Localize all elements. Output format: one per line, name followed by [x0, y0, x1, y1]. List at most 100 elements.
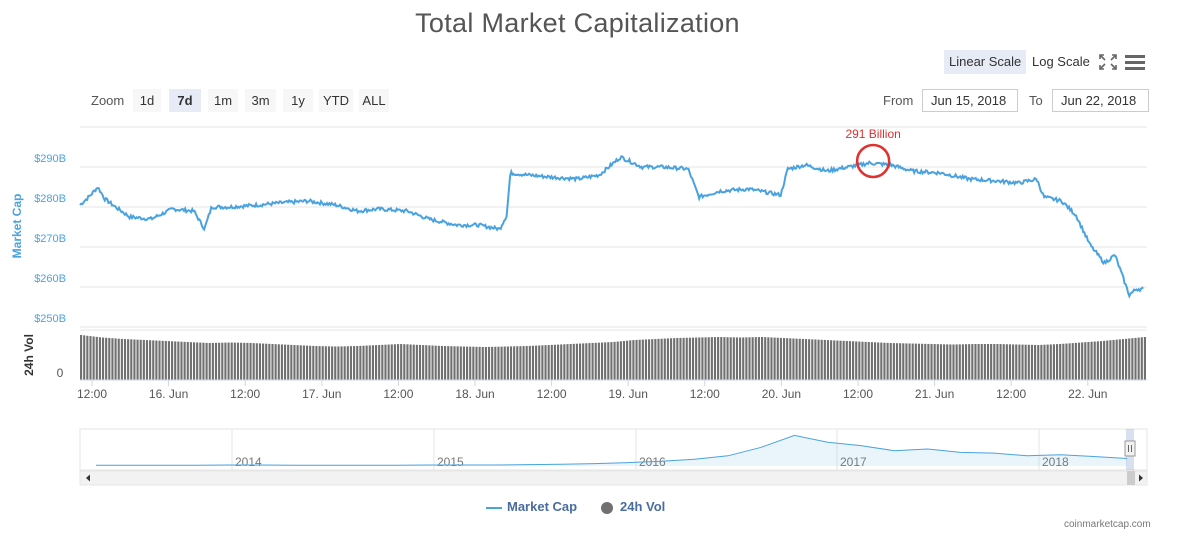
volume-bar [1121, 339, 1125, 380]
volume-bar [939, 344, 943, 380]
volume-bar [174, 341, 177, 380]
x-tick-label: 22. Jun [1068, 387, 1107, 401]
zoom-ytd-button[interactable]: YTD [319, 89, 353, 112]
credits-link[interactable]: coinmarketcap.com [1064, 519, 1151, 530]
fullscreen-icon[interactable] [1099, 54, 1117, 70]
volume-bar [497, 346, 500, 380]
volume-bar [1065, 343, 1068, 380]
volume-bar [86, 335, 89, 380]
volume-bar [902, 343, 905, 380]
volume-bar [374, 345, 378, 380]
volume-bar [943, 344, 946, 380]
volume-bar [1059, 343, 1062, 380]
volume-bar [403, 344, 406, 380]
volume-bar [600, 342, 604, 380]
volume-bar [268, 343, 271, 380]
volume-bar [767, 337, 770, 380]
volume-bar [1081, 342, 1084, 380]
volume-bar [582, 343, 585, 380]
volume-bar [830, 340, 833, 380]
volume-bar [754, 337, 757, 380]
zoom-1m-button[interactable]: 1m [208, 89, 238, 112]
volume-bar [858, 341, 861, 380]
volume-bar [230, 342, 233, 380]
navigator-line [96, 434, 1128, 466]
volume-bar [105, 337, 108, 380]
volume-bar [594, 342, 597, 380]
volume-bar [804, 339, 808, 380]
volume-bar [196, 342, 199, 380]
navigator-year-label: 2014 [235, 455, 262, 469]
legend-24h-vol[interactable]: 24h Vol [620, 499, 666, 514]
volume-bar [469, 346, 472, 380]
volume-bar [396, 344, 400, 380]
range-from-label: From [883, 93, 914, 108]
volume-bar [1140, 337, 1143, 380]
volume-bar [569, 343, 572, 380]
volume-bar [1099, 341, 1103, 380]
volume-bar [585, 343, 588, 380]
range-from-input[interactable]: Jun 15, 2018 [922, 89, 1018, 112]
volume-bar [177, 341, 180, 380]
linear-scale-button[interactable]: Linear Scale [944, 50, 1027, 74]
volume-bar [764, 337, 767, 380]
volume-bar [616, 341, 619, 380]
volume-bar [356, 346, 359, 380]
y-tick-label: $290B [34, 153, 66, 165]
range-to-input[interactable]: Jun 22, 2018 [1052, 89, 1149, 112]
volume-bar [742, 337, 745, 380]
volume-bar [1040, 344, 1043, 380]
volume-bar [258, 343, 262, 380]
volume-bar [811, 339, 814, 380]
volume-bar [535, 345, 538, 380]
x-tick-label: 20. Jun [762, 387, 801, 401]
volume-bar [136, 339, 139, 380]
volume-bar [657, 338, 660, 380]
volume-bar [952, 344, 955, 380]
navigator[interactable]: 20142015201620172018 [79, 428, 1148, 486]
volume-bar [211, 342, 214, 380]
volume-bar [1112, 339, 1115, 380]
volume-bar [845, 340, 848, 380]
volume-bar [108, 337, 111, 380]
volume-bar [525, 346, 528, 380]
volume-bar [340, 346, 343, 380]
volume-bar [823, 339, 826, 380]
volume-bar [1005, 344, 1008, 380]
zoom-all-button[interactable]: ALL [359, 89, 389, 112]
scrollbar-thumb [1127, 471, 1135, 485]
legend-market-cap[interactable]: Market Cap [507, 499, 578, 514]
zoom-7d-button[interactable]: 7d [169, 89, 201, 112]
volume-bar [701, 337, 704, 380]
volume-bar [604, 342, 607, 380]
volume-bar [1077, 342, 1081, 380]
zoom-3m-button[interactable]: 3m [245, 89, 276, 112]
volume-bar [487, 346, 491, 380]
volume-bar [713, 337, 717, 380]
volume-bar [572, 343, 575, 380]
volume-bar [158, 340, 161, 380]
log-scale-button[interactable]: Log Scale [1032, 54, 1090, 69]
zoom-1y-button[interactable]: 1y [283, 89, 313, 112]
volume-bar [359, 345, 362, 380]
volume-bar [431, 345, 434, 380]
volume-bar [516, 346, 519, 380]
zoom-1d-button[interactable]: 1d [133, 89, 161, 112]
volume-bar [95, 336, 98, 380]
hamburger-menu-icon[interactable] [1125, 54, 1145, 70]
vol-axis-title: 24h Vol [22, 334, 36, 376]
volume-bar [531, 345, 535, 380]
volume-bar [921, 343, 924, 380]
volume-bar [842, 340, 845, 380]
volume-bar [509, 346, 513, 380]
volume-bar [1131, 338, 1134, 380]
volume-bar [450, 346, 453, 380]
volume-bar [83, 335, 86, 380]
volume-bar [98, 337, 101, 380]
volume-bar [1128, 338, 1131, 380]
volume-bar [390, 344, 393, 380]
volume-bar [786, 338, 789, 380]
volume-bar [924, 343, 927, 380]
volume-bar [145, 340, 149, 380]
volume-bar [1071, 343, 1074, 380]
